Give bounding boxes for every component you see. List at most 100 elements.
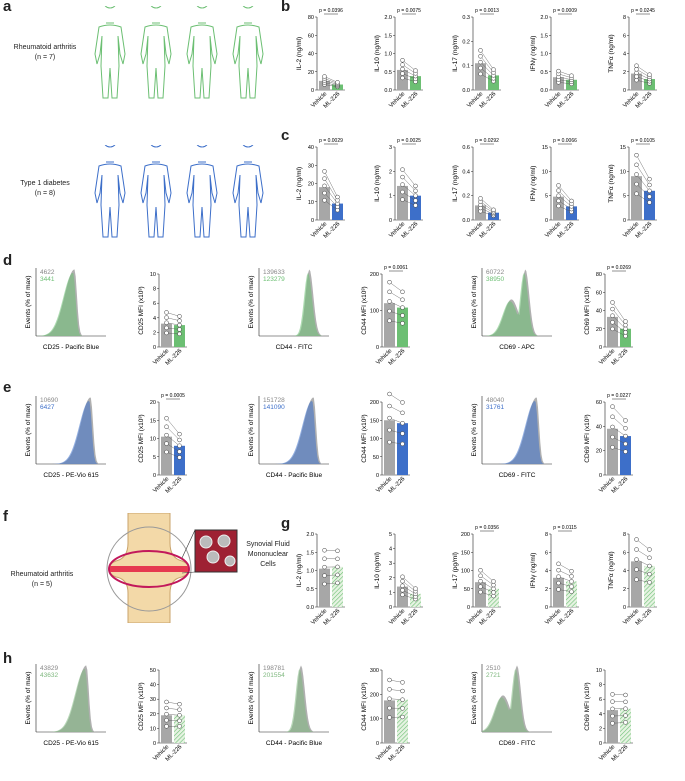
chart-b-2: 0.0 0.1 0.2 0.3 p = 0.0013 IL-17 (ng/ml) Vehic…: [451, 5, 503, 123]
chart-h-0: 0 10 20 30 40 50 CD25 MFI (x10³) Vehicle ML-226: [137, 658, 189, 776]
cohort-ra5-name: Rheumatoid arthritis: [10, 571, 74, 578]
y-tick-label: 200: [370, 400, 379, 406]
pair-line: [480, 581, 494, 589]
data-point: [177, 449, 182, 454]
x-axis-label: CD44 - Pacific Blue: [266, 740, 323, 747]
pair-line: [558, 200, 572, 210]
data-point: [610, 313, 615, 318]
y-tick-label: 0.6: [462, 145, 470, 151]
y-tick-label: 0.0: [306, 605, 314, 611]
y-tick-label: 0: [311, 218, 314, 224]
y-tick-label: 0.2: [462, 39, 470, 45]
synovial-label: Synovial Fluid Mononuclear Cells: [236, 540, 300, 570]
mfi-ml226: 201554: [263, 672, 285, 679]
pair-line: [166, 426, 180, 441]
p-value: p = 0.0005: [161, 393, 185, 399]
y-axis-label: IL-10 (ng/ml): [374, 165, 381, 202]
hist-d-1: 139633 123279 Events (% of max) CD44 - FITC: [245, 262, 335, 372]
y-axis-label: IL-2 (ng/ml): [296, 554, 303, 587]
data-point: [177, 713, 182, 718]
pair-line: [389, 417, 403, 424]
person-silhouette: [186, 145, 218, 238]
y-tick-label: 0: [376, 345, 379, 351]
data-point: [164, 724, 169, 729]
data-point: [177, 314, 182, 319]
y-tick-label: 6: [623, 550, 626, 556]
data-point: [610, 706, 615, 712]
data-point: [610, 306, 615, 312]
data-point: [413, 68, 418, 73]
pair-line: [636, 549, 650, 558]
pair-line: [480, 575, 494, 586]
data-point: [400, 305, 405, 310]
y-tick-label: 0.1: [462, 64, 470, 70]
data-point: [322, 183, 327, 189]
mfi-ml226: 31761: [486, 404, 504, 411]
y-tick-label: 4: [389, 547, 392, 553]
mfi-ml226: 6427: [40, 404, 55, 411]
y-axis-label: CD44 MFI (x10³): [361, 682, 368, 730]
y-tick-label: 15: [150, 418, 156, 424]
bar-ml226: [174, 715, 185, 743]
y-axis-label: Events (% of max): [471, 403, 478, 456]
data-point: [610, 434, 615, 440]
y-tick-label: 200: [370, 272, 379, 278]
panel-letter-h: h: [3, 650, 13, 667]
data-point: [177, 322, 182, 328]
y-tick-label: 0: [153, 473, 156, 479]
x-axis-label: CD44 - FITC: [276, 344, 313, 351]
data-point: [478, 65, 483, 71]
data-point: [177, 431, 182, 437]
data-point: [556, 561, 561, 567]
data-point: [478, 59, 483, 65]
pair-line: [166, 434, 180, 446]
pair-line: [402, 576, 416, 589]
data-point: [400, 592, 405, 597]
y-tick-label: 2.0: [306, 532, 314, 538]
data-point: [400, 706, 405, 711]
y-tick-label: 0.0: [384, 88, 392, 94]
pair-line: [402, 594, 416, 600]
data-point: [610, 713, 615, 719]
data-point: [647, 72, 652, 77]
chart-e-0: 0 5 10 15 20 p = 0.0005 CD25 MFI (x10³) Vehicle…: [137, 390, 189, 508]
mfi-ml226: 123279: [263, 276, 285, 283]
chart-d-0: 0 2 4 6 8 10 CD25 MFI (x10³) Vehicle ML-226: [137, 262, 189, 380]
pair-line: [636, 539, 650, 550]
mfi-ml226: 38950: [486, 276, 504, 283]
y-tick-label: 8: [623, 532, 626, 538]
y-tick-label: 0: [311, 88, 314, 94]
mfi-vehicle: 43829: [40, 665, 58, 672]
data-point: [400, 297, 405, 302]
person-silhouette: [186, 6, 218, 99]
p-value: p = 0.0105: [631, 138, 655, 144]
y-axis-label: IFNγ (ng/ml): [530, 36, 537, 72]
bar-vehicle: [397, 185, 408, 220]
y-tick-label: 2: [623, 587, 626, 593]
p-value: p = 0.0115: [553, 525, 577, 531]
chart-b-0: 0 20 40 60 80 p = 0.0396 IL-2 (ng/ml) Vehicle ML…: [295, 5, 347, 123]
y-tick-label: 0: [623, 605, 626, 611]
y-tick-label: 40: [308, 145, 314, 151]
mfi-ml226: 141090: [263, 404, 285, 411]
histogram-ml226: [482, 668, 552, 732]
data-point: [400, 574, 405, 579]
y-tick-label: 1: [389, 590, 392, 596]
y-tick-label: 0: [376, 473, 379, 479]
chart-g-0: 0.0 0.5 1.0 1.5 2.0 IL-2 (ng/ml) Vehicle ML-226: [295, 522, 347, 640]
pair-line: [636, 183, 650, 197]
y-axis-label: TNFα (ng/ml): [608, 551, 615, 589]
panel-letter-c: c: [281, 127, 290, 144]
data-point: [634, 557, 639, 562]
y-tick-label: 30: [150, 697, 156, 703]
pair-line: [389, 282, 403, 292]
person-silhouette: [94, 145, 126, 238]
data-point: [400, 58, 405, 63]
pair-line: [558, 576, 572, 582]
data-point: [610, 721, 615, 726]
data-point: [623, 433, 628, 439]
data-point: [569, 579, 574, 584]
data-point: [387, 705, 392, 711]
y-tick-label: 0.5: [540, 70, 548, 76]
data-point: [387, 289, 392, 295]
